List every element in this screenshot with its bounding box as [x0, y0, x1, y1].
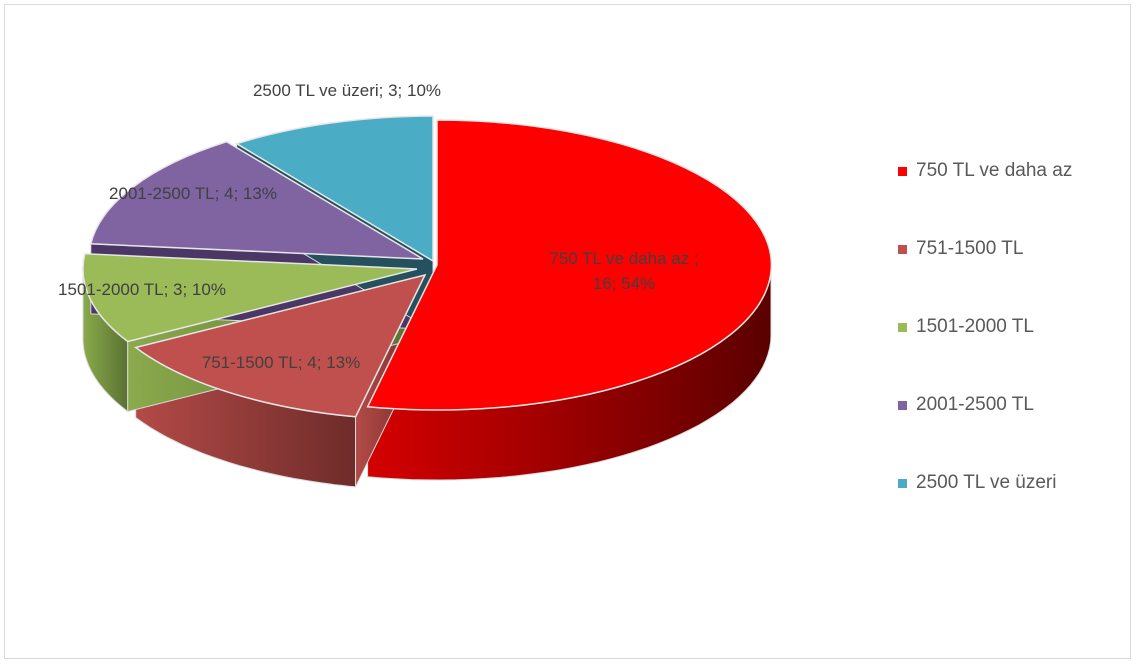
legend-label: 2001-2500 TL [916, 394, 1034, 415]
legend-item-1: 750 TL ve daha az [898, 156, 1072, 186]
legend-item-3: 1501-2000 TL [898, 312, 1034, 342]
legend-swatch [898, 400, 907, 410]
legend-swatch [898, 166, 907, 176]
legend-swatch [898, 244, 907, 254]
legend-label: 750 TL ve daha az [916, 160, 1073, 181]
legend-swatch [898, 322, 907, 332]
legend-item-4: 2001-2500 TL [898, 390, 1034, 420]
pie-slice-5 [234, 115, 434, 263]
legend-item-2: 751-1500 TL [898, 234, 1023, 264]
data-label-3: 1501-2000 TL; 3; 10% [58, 280, 226, 299]
data-label-5: 2500 TL ve üzeri; 3; 10% [253, 81, 441, 100]
pie-slice-4 [89, 140, 424, 260]
data-label-2: 751-1500 TL; 4; 13% [202, 353, 360, 372]
pie-slice-3 [82, 253, 418, 343]
legend-label: 2500 TL ve üzeri [916, 472, 1057, 493]
legend-label: 751-1500 TL [916, 238, 1024, 259]
data-label-4: 2001-2500 TL; 4; 13% [109, 184, 277, 203]
pie-slice-2 [133, 273, 427, 418]
pie-slice-1 [366, 119, 773, 411]
legend-swatch [898, 478, 907, 488]
legend-label: 1501-2000 TL [916, 316, 1034, 337]
data-label-1: 750 TL ve daha az ; 16; 54% [549, 249, 698, 293]
legend-item-5: 2500 TL ve üzeri [898, 468, 1056, 498]
